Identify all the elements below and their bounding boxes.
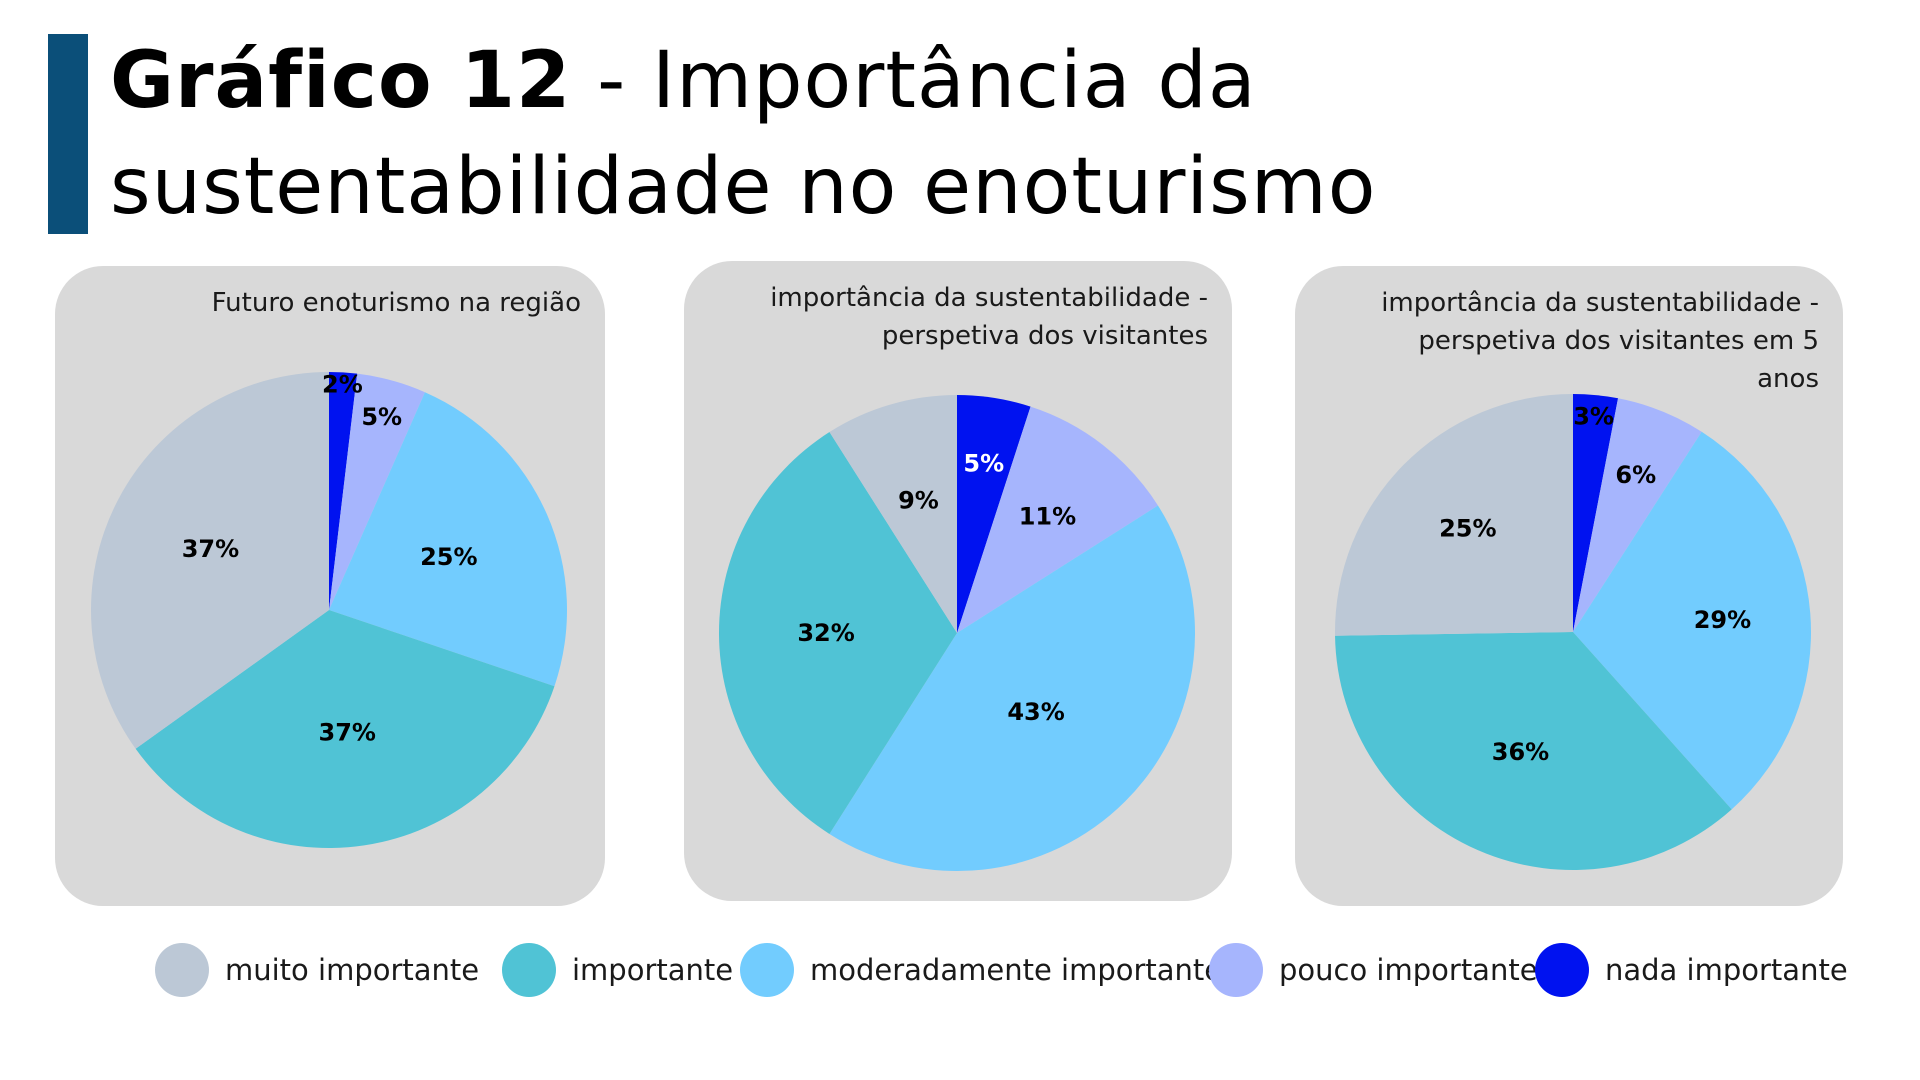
legend-label: importante: [572, 953, 734, 987]
legend-label: moderadamente importante: [810, 953, 1223, 987]
pie-slice-importante: [718, 432, 957, 834]
data-label-pouco-importante: 5%: [361, 403, 402, 431]
chart-panel-visitantes-5-anos: importância da sustentabilidade - perspe…: [1295, 266, 1843, 906]
data-label-nada-importante: 3%: [1573, 402, 1614, 430]
legend-label: nada importante: [1605, 953, 1848, 987]
data-label-moderadamente-importante: 29%: [1694, 606, 1751, 634]
title-rest: - Importância da sustentabilidade no eno…: [110, 36, 1377, 232]
chart-title: Futuro enoturismo na região: [211, 288, 581, 318]
data-label-muito-importante: 37%: [182, 535, 239, 563]
legend-item-pouco-importante: pouco importante: [1209, 940, 1538, 1000]
pie-slice-pouco-importante: [957, 406, 1158, 633]
page-title: Gráfico 12 - Importância da sustentabili…: [110, 28, 1900, 240]
data-label-moderadamente-importante: 25%: [420, 543, 477, 571]
legend-swatch: [1535, 943, 1589, 997]
legend-item-moderadamente-importante: moderadamente importante: [740, 940, 1222, 1000]
data-label-importante: 32%: [797, 619, 854, 647]
title-accent-bar: [48, 34, 88, 234]
data-label-pouco-importante: 11%: [1019, 502, 1076, 530]
pie-slice-moderadamente-importante: [329, 392, 567, 687]
pie-slice-importante: [1335, 632, 1732, 871]
legend-swatch: [740, 943, 794, 997]
data-label-nada-importante: 5%: [963, 450, 1004, 478]
data-label-importante: 37%: [319, 718, 376, 746]
data-label-pouco-importante: 6%: [1615, 461, 1656, 489]
chart-panel-futuro: Futuro enoturismo na região 2% 5% 25% 37% 37…: [55, 266, 605, 906]
pie-chart-visitantes-5-anos: 3% 6% 29% 36% 25%: [1335, 394, 1811, 871]
legend-item-muito-importante: muito importante: [155, 940, 479, 1000]
pie-chart-futuro: 2% 5% 25% 37% 37%: [91, 370, 567, 849]
pie-slice-moderadamente-importante: [1573, 431, 1811, 810]
legend-swatch: [155, 943, 209, 997]
data-label-muito-importante: 25%: [1439, 514, 1496, 542]
data-label-muito-importante: 9%: [898, 486, 939, 514]
legend-label: pouco importante: [1279, 953, 1538, 987]
legend-label: muito importante: [225, 953, 480, 987]
pie-slice-nada-importante: [1573, 394, 1619, 632]
pie-slice-importante: [135, 610, 555, 849]
pie-slice-muito-importante: [829, 395, 957, 633]
pie-chart-visitantes: 5% 11% 43% 32% 9%: [718, 395, 1195, 872]
legend: muito importante importante moderadament…: [0, 940, 1920, 1000]
pie-slice-muito-importante: [91, 372, 329, 749]
legend-swatch: [1209, 943, 1263, 997]
data-label-importante: 36%: [1492, 738, 1549, 766]
chart-title: importância da sustentabilidade - perspe…: [1381, 288, 1819, 394]
chart-title: importância da sustentabilidade - perspe…: [770, 283, 1208, 351]
legend-item-nada-importante: nada importante: [1535, 940, 1848, 1000]
pie-slice-muito-importante: [1335, 394, 1573, 636]
pie-slice-nada-importante: [329, 372, 358, 610]
data-label-moderadamente-importante: 43%: [1007, 698, 1064, 726]
legend-item-importante: importante: [502, 940, 733, 1000]
pie-slice-nada-importante: [957, 395, 1031, 633]
title-bold: Gráfico 12: [110, 36, 572, 126]
legend-swatch: [502, 943, 556, 997]
pie-slice-pouco-importante: [1573, 398, 1702, 632]
data-label-nada-importante: 2%: [322, 370, 363, 398]
pie-slice-moderadamente-importante: [829, 505, 1195, 872]
chart-panel-visitantes: importância da sustentabilidade - perspe…: [684, 261, 1232, 901]
pie-slice-pouco-importante: [329, 373, 425, 610]
